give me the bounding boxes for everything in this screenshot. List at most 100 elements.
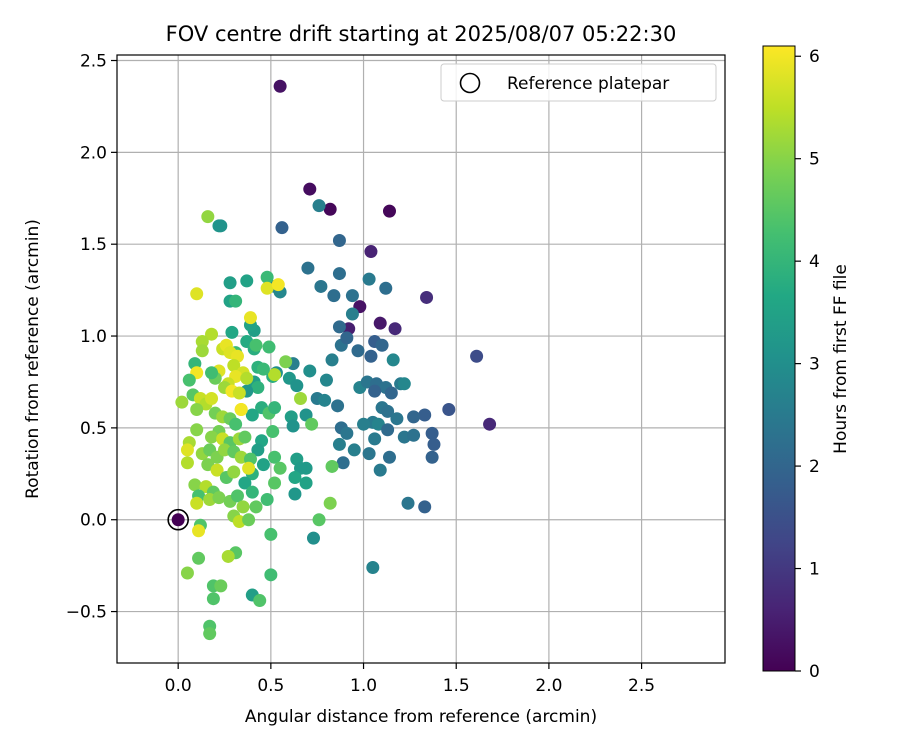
data-point [388, 322, 402, 336]
data-point [379, 281, 393, 295]
data-point [288, 470, 302, 484]
data-point [190, 423, 204, 437]
data-point [242, 461, 256, 475]
data-point [227, 465, 241, 479]
x-axis-ticks: 0.0 0.5 1.0 1.5 2.0 2.5 [165, 663, 655, 696]
data-point [290, 379, 304, 393]
data-point [227, 358, 241, 372]
data-point [366, 560, 380, 574]
data-point [212, 491, 226, 505]
data-point [325, 459, 339, 473]
colorbar-tick-label: 0 [809, 662, 820, 682]
data-point [306, 531, 320, 545]
data-point [273, 461, 287, 475]
data-point [407, 410, 421, 424]
data-point [368, 432, 382, 446]
data-point [382, 204, 396, 218]
data-point [190, 403, 204, 417]
data-point [190, 287, 204, 301]
data-point [249, 338, 263, 352]
data-point [319, 373, 333, 387]
data-point [347, 443, 361, 457]
data-point [288, 487, 302, 501]
x-tick-label: 1.0 [350, 676, 377, 696]
data-point [332, 267, 346, 281]
data-point [362, 447, 376, 461]
data-point [427, 437, 441, 451]
data-point [381, 423, 395, 437]
data-point [345, 289, 359, 303]
data-point [336, 456, 350, 470]
data-point [407, 428, 421, 442]
data-point [332, 320, 346, 334]
chart-title: FOV centre drift starting at 2025/08/07 … [166, 22, 677, 46]
data-point [420, 290, 434, 304]
data-point [397, 377, 411, 391]
data-point [323, 496, 337, 510]
data-point [279, 355, 293, 369]
x-tick-label: 2.0 [535, 676, 562, 696]
reference-point-dot [171, 513, 185, 527]
x-tick-label: 0.0 [165, 676, 192, 696]
data-point [205, 366, 219, 380]
data-point [205, 430, 219, 444]
data-point [182, 373, 196, 387]
x-tick-label: 1.5 [443, 676, 470, 696]
colorbar-tick-label: 2 [809, 457, 820, 477]
data-point [245, 485, 259, 499]
reference-point-ring [167, 508, 189, 531]
data-point [175, 395, 189, 409]
legend-box [440, 63, 717, 102]
data-point [325, 353, 339, 367]
data-point [418, 500, 432, 514]
data-point [180, 566, 194, 580]
data-point [256, 458, 270, 472]
data-point [364, 245, 378, 259]
data-point [249, 500, 263, 514]
data-point [195, 344, 209, 358]
data-point [305, 417, 319, 431]
data-point [180, 443, 194, 457]
data-point [264, 527, 278, 541]
data-point [201, 210, 215, 224]
data-point [238, 476, 252, 490]
colorbar-ticks: 0 1 2 3 4 5 6 [795, 47, 820, 682]
data-point [240, 274, 254, 288]
data-point [271, 278, 285, 292]
data-point [275, 221, 289, 235]
data-point [243, 311, 257, 325]
data-point [203, 627, 217, 641]
data-point [418, 408, 432, 422]
data-point [345, 307, 359, 321]
data-point [425, 426, 439, 440]
colorbar-tick-label: 3 [809, 355, 820, 375]
y-tick-label: 0.5 [80, 419, 107, 439]
data-point [192, 551, 206, 565]
data-point [242, 513, 256, 527]
data-point [206, 592, 220, 606]
data-point [195, 335, 209, 349]
colorbar-tick-label: 1 [809, 560, 820, 580]
data-point [225, 325, 239, 339]
data-point [268, 368, 282, 382]
data-point [332, 437, 346, 451]
x-tick-label: 2.5 [628, 676, 655, 696]
data-point [240, 371, 254, 385]
data-point [301, 261, 315, 275]
colorbar: 0 1 2 3 4 5 6 Hours from first FF file [762, 45, 851, 682]
data-point [262, 340, 276, 354]
data-point [229, 417, 243, 431]
data-point [314, 279, 328, 293]
data-point [256, 362, 270, 376]
data-point [221, 549, 235, 563]
data-point [312, 199, 326, 213]
data-point [253, 594, 267, 608]
data-point [373, 316, 387, 330]
x-axis-label: Angular distance from reference (arcmin) [245, 707, 597, 727]
data-point [210, 463, 224, 477]
colorbar-tick-label: 4 [809, 252, 820, 272]
data-point [442, 403, 456, 417]
data-point [357, 417, 371, 431]
